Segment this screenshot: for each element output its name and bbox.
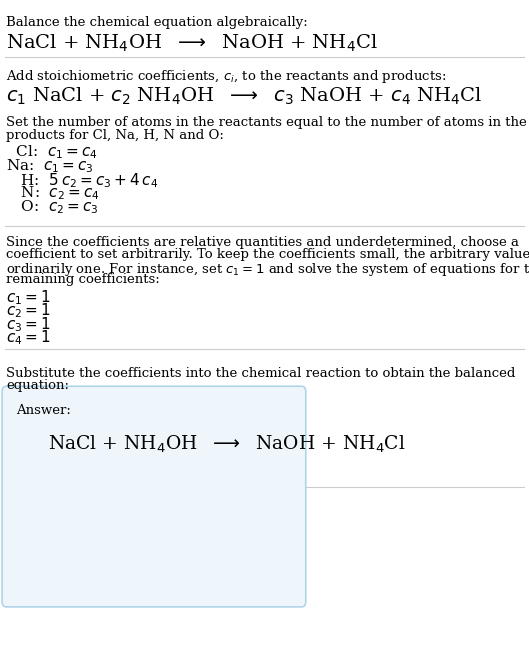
Text: NaCl + NH$_4$OH  $\longrightarrow$  NaOH + NH$_4$Cl: NaCl + NH$_4$OH $\longrightarrow$ NaOH +…	[48, 433, 405, 455]
Text: $c_1$ NaCl + $c_2$ NH$_4$OH  $\longrightarrow$  $c_3$ NaOH + $c_4$ NH$_4$Cl: $c_1$ NaCl + $c_2$ NH$_4$OH $\longrighta…	[6, 85, 483, 107]
Text: remaining coefficients:: remaining coefficients:	[6, 273, 160, 286]
Text: H:  $5\,c_2 = c_3 + 4\,c_4$: H: $5\,c_2 = c_3 + 4\,c_4$	[11, 171, 158, 190]
Text: Na:  $c_1 = c_3$: Na: $c_1 = c_3$	[6, 157, 94, 175]
Text: $c_2 = 1$: $c_2 = 1$	[6, 302, 51, 320]
Text: $c_4 = 1$: $c_4 = 1$	[6, 329, 51, 347]
FancyBboxPatch shape	[2, 386, 306, 607]
Text: ordinarily one. For instance, set $c_1 = 1$ and solve the system of equations fo: ordinarily one. For instance, set $c_1 =…	[6, 261, 529, 278]
Text: Since the coefficients are relative quantities and underdetermined, choose a: Since the coefficients are relative quan…	[6, 236, 519, 249]
Text: O:  $c_2 = c_3$: O: $c_2 = c_3$	[11, 198, 98, 215]
Text: $c_1 = 1$: $c_1 = 1$	[6, 288, 51, 307]
Text: Substitute the coefficients into the chemical reaction to obtain the balanced: Substitute the coefficients into the che…	[6, 367, 516, 380]
Text: Answer:: Answer:	[16, 404, 71, 417]
Text: equation:: equation:	[6, 379, 69, 392]
Text: Add stoichiometric coefficients, $c_i$, to the reactants and products:: Add stoichiometric coefficients, $c_i$, …	[6, 68, 446, 85]
Text: Set the number of atoms in the reactants equal to the number of atoms in the: Set the number of atoms in the reactants…	[6, 116, 527, 129]
Text: NaCl + NH$_4$OH  $\longrightarrow$  NaOH + NH$_4$Cl: NaCl + NH$_4$OH $\longrightarrow$ NaOH +…	[6, 32, 378, 54]
Text: Balance the chemical equation algebraically:: Balance the chemical equation algebraica…	[6, 16, 308, 29]
Text: Cl:  $c_1 = c_4$: Cl: $c_1 = c_4$	[11, 144, 98, 161]
Text: coefficient to set arbitrarily. To keep the coefficients small, the arbitrary va: coefficient to set arbitrarily. To keep …	[6, 248, 529, 261]
Text: $c_3 = 1$: $c_3 = 1$	[6, 315, 51, 334]
Text: N:  $c_2 = c_4$: N: $c_2 = c_4$	[11, 184, 99, 202]
Text: products for Cl, Na, H, N and O:: products for Cl, Na, H, N and O:	[6, 129, 224, 142]
